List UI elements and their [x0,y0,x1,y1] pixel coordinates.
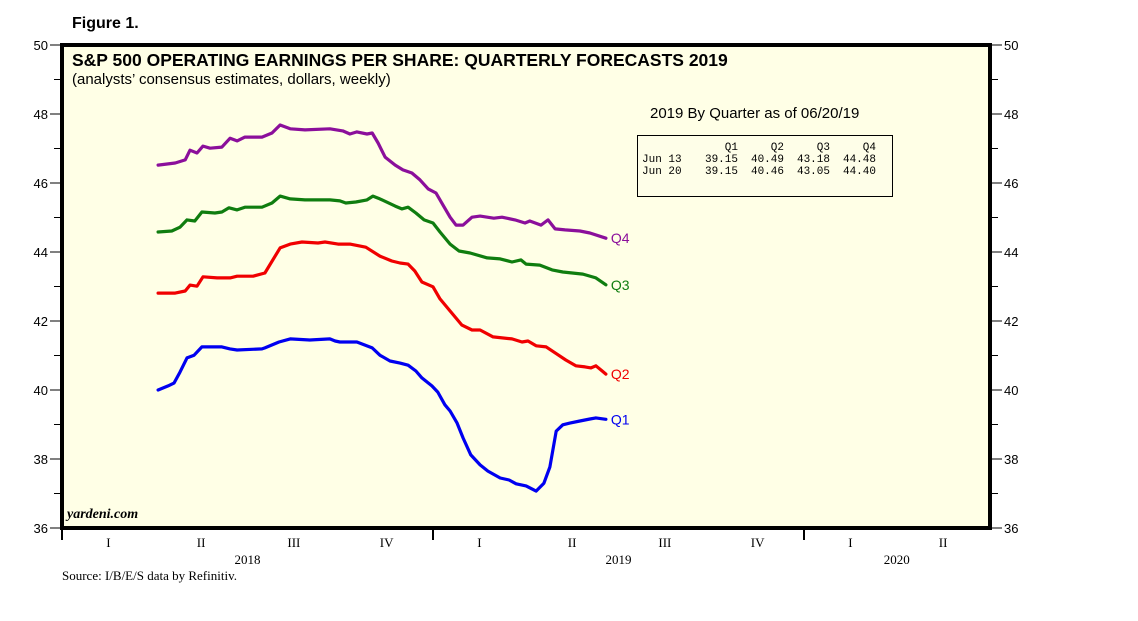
source-note: Source: I/B/E/S data by Refinitiv. [62,568,237,583]
x-quarter-label: II [939,535,948,550]
y-tick-label-right: 50 [1004,38,1018,53]
x-quarter-label: I [848,535,852,550]
y-tick-label-left: 48 [34,107,48,122]
inset-header-cell: Q1 [724,142,738,154]
inset-cell: 40.49 [750,154,784,166]
x-year-label: 2020 [884,552,910,567]
x-quarter-label: I [477,535,481,550]
inset-header-row: Q1 Q2 Q3 Q4 [642,142,876,154]
inset-cell: 43.05 [796,166,830,178]
plot-background [62,45,990,528]
inset-cell: 43.18 [796,154,830,166]
inset-cell: 39.15 [704,166,738,178]
chart-title: S&P 500 OPERATING EARNINGS PER SHARE: QU… [72,50,728,70]
x-quarter-label: IV [751,535,765,550]
inset-row-label: Jun 20 [642,166,682,178]
inset-cell: 44.40 [842,166,876,178]
series-line-q4 [156,123,608,240]
series-line-q3 [156,194,608,287]
y-tick-label-left: 36 [34,521,48,536]
inset-header-cell: Q3 [816,142,830,154]
y-tick-label-left: 50 [34,38,48,53]
x-quarter-label: IV [380,535,394,550]
inset-row-label: Jun 13 [642,154,682,166]
chart-subtitle: (analysts’ consensus estimates, dollars,… [72,71,391,88]
x-year-label: 2018 [235,552,261,567]
y-tick-label-right: 48 [1004,107,1018,122]
series-line-q1 [156,337,608,493]
inset-cell: 39.15 [704,154,738,166]
x-year-label: 2019 [606,552,632,567]
series-label-q3: Q3 [611,277,630,293]
y-tick-label-left: 38 [34,452,48,467]
inset-row: Jun 20 39.15 40.46 43.05 44.40 [642,166,876,178]
y-tick-label-left: 46 [34,176,48,191]
inset-header-cell [642,142,692,154]
y-tick-label-left: 44 [34,245,48,260]
y-tick-label-left: 42 [34,314,48,329]
series-label-q1: Q1 [611,411,630,427]
y-tick-label-right: 36 [1004,521,1018,536]
y-tick-label-right: 42 [1004,314,1018,329]
inset-cell: 44.48 [842,154,876,166]
inset-header-cell: Q2 [770,142,784,154]
inset-table: Q1 Q2 Q3 Q4 Jun 13 39.15 40.49 43.18 44.… [637,135,893,197]
inset-title: 2019 By Quarter as of 06/20/19 [650,105,860,122]
inset-cell: 40.46 [750,166,784,178]
y-tick-label-right: 40 [1004,383,1018,398]
x-quarter-label: III [287,535,300,550]
inset-row: Jun 13 39.15 40.49 43.18 44.48 [642,154,876,166]
series-label-q4: Q4 [611,230,630,246]
figure-label: Figure 1. [72,15,139,32]
x-quarter-label: II [197,535,206,550]
series-group: Q4 Q3 Q2 Q1 [156,123,630,493]
x-quarter-label: II [568,535,577,550]
y-tick-label-right: 44 [1004,245,1018,260]
series-line-q2 [156,240,608,376]
y-tick-label-left: 40 [34,383,48,398]
y-tick-label-right: 46 [1004,176,1018,191]
x-quarter-label: I [106,535,110,550]
watermark: yardeni.com [67,507,139,522]
y-tick-label-right: 38 [1004,452,1018,467]
inset-header-cell: Q4 [862,142,876,154]
x-quarter-label: III [658,535,671,550]
series-label-q2: Q2 [611,366,630,382]
